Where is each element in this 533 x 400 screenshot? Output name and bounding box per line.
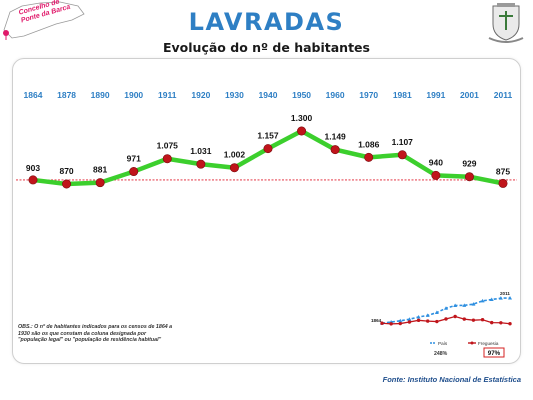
year-label: 2011 [494,90,513,100]
parish-point [499,321,503,325]
data-label: 1.300 [291,113,313,123]
year-label: 1920 [191,90,210,100]
data-point [162,154,172,164]
data-point [129,167,139,177]
data-label: 1.002 [224,150,246,160]
page-title: LAVRADAS [188,8,345,36]
year-label: 1940 [259,90,278,100]
parish-map-badge: Concelho de Ponte da Barca [0,0,90,42]
map-outline-icon [3,1,85,40]
mini-end-label: 2011 [500,291,510,296]
data-label: 881 [93,165,107,175]
data-label: 1.149 [325,132,347,142]
mini-start-label: 1864 [371,318,382,323]
parish-point [490,320,494,325]
data-point [62,179,72,189]
data-label: 875 [496,166,510,176]
data-label: 1.107 [392,137,414,147]
data-point [263,144,273,154]
year-label: 1991 [426,90,445,100]
year-label: 1950 [292,90,311,100]
parish-point [508,321,512,326]
data-label: 971 [127,154,141,164]
parish-legend-label: Freguesia [478,341,499,346]
country-point [398,318,403,323]
country-point [416,314,421,319]
country-point [434,310,439,315]
data-label: 1.031 [190,146,212,156]
data-label: 1.157 [257,131,279,141]
data-label: 940 [429,157,443,167]
parish-crest-icon [488,3,524,43]
year-label: 2001 [460,90,479,100]
parish-point [435,319,439,324]
year-label: 1878 [57,90,76,100]
parish-point [416,318,421,323]
country-point [471,302,476,306]
chart-subtitle: Evolução do nº de habitantes [163,40,370,55]
country-point [489,297,494,302]
parish-point [398,321,402,326]
data-label: 903 [26,163,40,173]
country-point [425,313,430,317]
data-point [229,163,239,173]
parish-point [444,317,448,321]
data-point [28,175,38,185]
parish-point [380,321,384,325]
parish-point [453,314,457,319]
country-point [462,303,467,307]
year-label: 1890 [91,90,110,100]
parish-point [462,317,466,321]
data-point [498,178,508,188]
year-label: 1911 [158,90,177,100]
year-label: 1864 [24,90,43,100]
data-point [297,126,307,136]
parish-point [480,318,485,322]
year-label: 1970 [359,90,378,100]
parish-point [407,320,412,324]
year-label: 1930 [225,90,244,100]
year-label: 1981 [393,90,412,100]
data-point [397,150,407,160]
parish-percent-box [483,347,505,358]
country-point [508,296,512,300]
data-label: 870 [59,166,73,176]
parish-percent: 97% [488,350,501,357]
data-label: 1.086 [358,139,380,149]
country-point [444,306,448,310]
year-label: 1900 [124,90,143,100]
data-point [464,172,474,182]
mini-comparison-chart: 1864 2011 País Freguesia 248% 97% [371,291,512,358]
parish-point [426,319,430,323]
country-point [498,296,503,300]
country-percent: 248% [434,351,448,357]
country-point [407,317,412,321]
data-point [330,145,340,155]
data-point [95,178,105,188]
data-label: 929 [462,159,476,169]
country-legend-label: País [438,341,448,346]
country-point [480,298,485,303]
data-label: 1.075 [157,141,179,151]
parish-point [471,318,476,322]
observation-note: OBS.: O nº de habitantes indicados para … [18,324,173,344]
data-point [196,159,206,169]
chart-frame [12,58,521,364]
data-point [364,152,374,162]
parish-point [389,322,393,326]
data-point [431,170,441,180]
data-source: Fonte: Instituto Nacional de Estatística [382,375,521,384]
year-label: 1960 [326,90,345,100]
country-point [453,303,458,307]
parish-legend-marker [470,341,474,345]
